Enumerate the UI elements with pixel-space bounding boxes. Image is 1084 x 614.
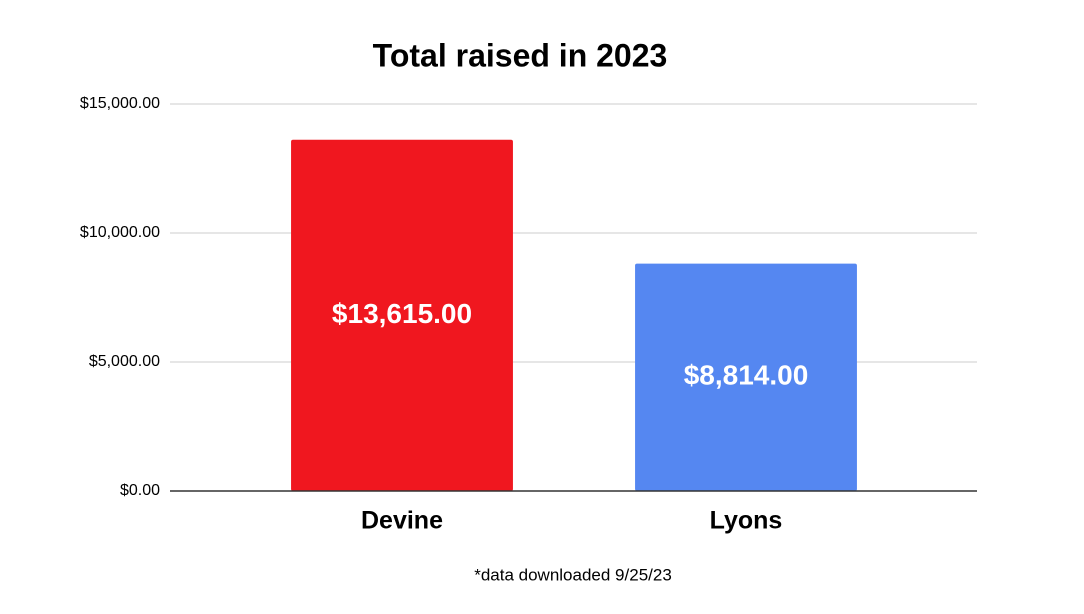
x-tick-label: Lyons: [710, 507, 783, 535]
y-tick-label: $10,000.00: [80, 224, 160, 241]
value-label: $13,615.00: [332, 298, 472, 329]
x-tick-label: Devine: [361, 507, 443, 535]
y-tick-label: $5,000.00: [89, 353, 160, 370]
bar: [635, 263, 857, 491]
chart-title: Total raised in 2023: [373, 37, 668, 73]
bar: [291, 139, 513, 491]
value-label: $8,814.00: [684, 360, 809, 391]
y-tick-label: $0.00: [120, 482, 160, 499]
y-tick-label: $15,000.00: [80, 95, 160, 112]
footnote: *data downloaded 9/25/23: [474, 565, 672, 584]
